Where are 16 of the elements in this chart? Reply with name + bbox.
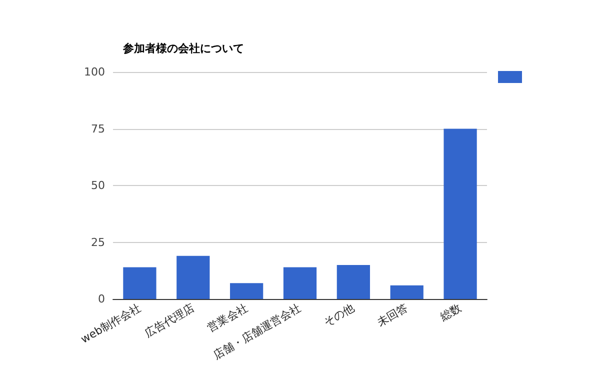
- y-tick-label: 75: [91, 122, 105, 136]
- bar: [444, 128, 477, 299]
- y-tick-label: 50: [91, 179, 105, 192]
- bar: [176, 256, 210, 299]
- chart-title: 参加者様の会社について: [122, 42, 244, 55]
- x-tick-label: 広告代理店: [142, 301, 196, 340]
- y-tick-label: 100: [84, 66, 105, 78]
- x-tick-label: その他: [322, 301, 357, 330]
- bar: [123, 267, 156, 299]
- bar: [336, 264, 370, 299]
- x-tick-label: 総数: [437, 301, 464, 324]
- bar: [230, 283, 264, 299]
- x-tick-label: 未回答: [375, 301, 410, 330]
- bar: [283, 267, 317, 299]
- bar: [390, 285, 424, 299]
- y-tick-label: 25: [91, 236, 105, 249]
